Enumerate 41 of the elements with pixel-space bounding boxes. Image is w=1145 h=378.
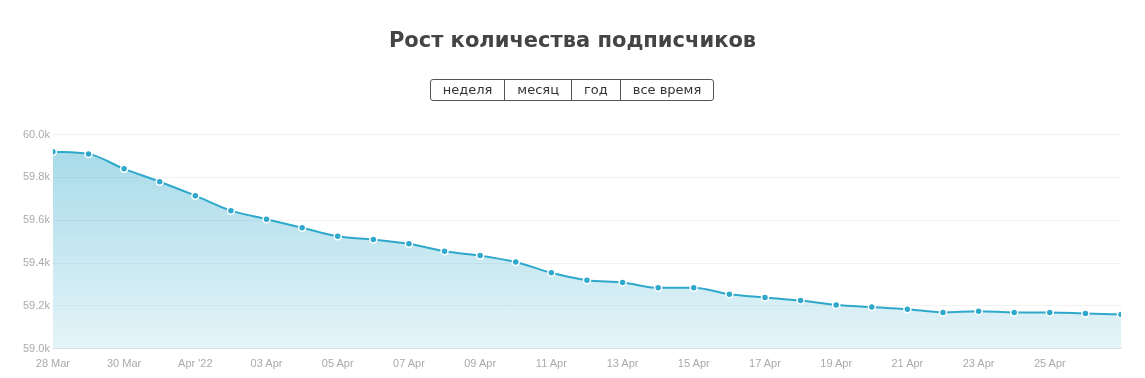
- x-tick-label: 13 Apr: [606, 357, 639, 370]
- point: [155, 177, 164, 186]
- point: [333, 232, 342, 241]
- x-tick-label: 17 Apr: [749, 357, 782, 370]
- x-tick-label: 09 Apr: [464, 357, 497, 370]
- point: [440, 247, 449, 256]
- x-tick-label: 25 Apr: [1033, 357, 1067, 370]
- text: год: [570, 79, 621, 101]
- point: [618, 278, 627, 287]
- y-tick-label: 59.4k: [22, 256, 51, 269]
- y-tick-label: 59.8k: [22, 170, 51, 183]
- x-tick-label: 15 Apr: [677, 357, 710, 370]
- x-tick-label: 05 Apr: [321, 357, 354, 370]
- y-tick-label: 59.2k: [22, 298, 51, 311]
- text: месяц: [504, 79, 572, 101]
- chart-title: Рост количества подписчиков: [387, 28, 758, 52]
- point: [938, 308, 948, 317]
- x-tick-label: 30 Mar: [106, 357, 142, 370]
- point: [903, 304, 912, 314]
- x-tick-label: 28 Mar: [35, 357, 71, 370]
- y-tick-label: 59.6k: [22, 213, 51, 226]
- point: [475, 251, 485, 260]
- x-tick-label: 21 Apr: [891, 357, 924, 370]
- point: [1081, 309, 1090, 318]
- x-tick-label: 03 Apr: [250, 357, 283, 370]
- x-tick-label: Apr '22: [178, 357, 213, 370]
- x-tick-label: 07 Apr: [393, 357, 426, 370]
- x-tick-label: 23 Apr: [962, 357, 995, 370]
- point: [760, 293, 770, 302]
- text: все время: [619, 79, 715, 101]
- y-tick-label: 59.0k: [22, 341, 51, 354]
- point: [1045, 308, 1055, 317]
- x-tick-label: 19 Apr: [820, 357, 853, 370]
- point: [1009, 308, 1019, 317]
- y-tick-label: 60.0k: [22, 127, 51, 140]
- point: [582, 276, 592, 285]
- x-tick-label: 11 Apr: [535, 357, 568, 370]
- point: [796, 296, 805, 305]
- text: неделя: [429, 79, 506, 101]
- point: [369, 235, 378, 244]
- point: [974, 307, 983, 316]
